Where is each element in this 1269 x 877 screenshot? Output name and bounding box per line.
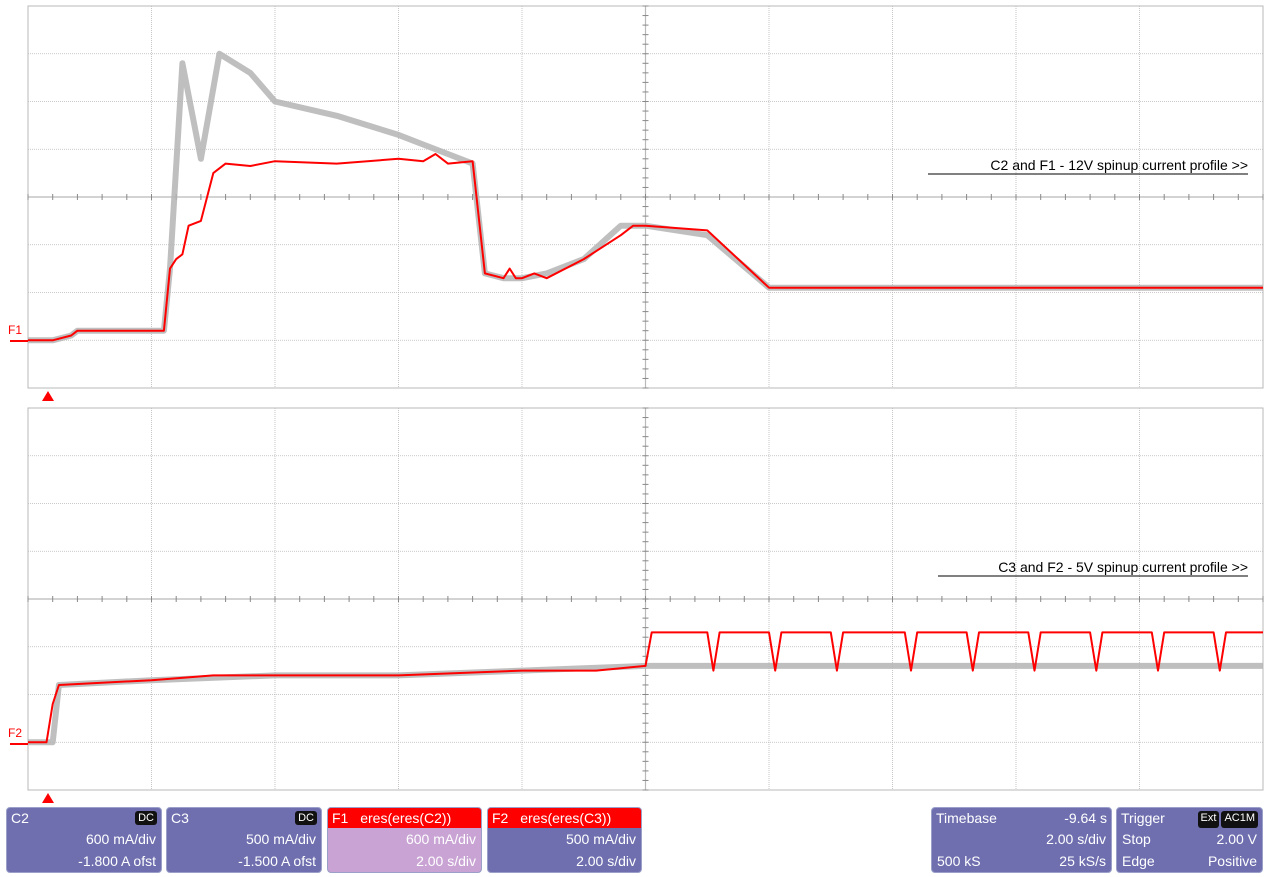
f2-trace-marker[interactable]: F2 bbox=[8, 726, 22, 740]
timebase-rate: 25 kS/s bbox=[1059, 853, 1106, 869]
c3-offset: -1.500 A ofst bbox=[238, 853, 316, 869]
lower-traces bbox=[28, 631, 1263, 746]
lower-trigger-arrow[interactable] bbox=[42, 793, 54, 803]
trigger-slope: Positive bbox=[1207, 853, 1257, 869]
trigger-mode: Stop bbox=[1122, 831, 1151, 847]
trigger-source-ext: Ext bbox=[1197, 811, 1220, 828]
trigger-panel[interactable]: Trigger Ext AC1M Stop 2.00 V Edge Positi… bbox=[1116, 807, 1263, 873]
lower-annotation: C3 and F2 - 5V spinup current profile >> bbox=[998, 559, 1248, 575]
c3-scale: 500 mA/div bbox=[245, 831, 316, 847]
trigger-label: Trigger bbox=[1121, 810, 1165, 826]
f1-math-panel[interactable]: F1 eres(eres(C2)) 600 mA/div 2.00 s/div bbox=[327, 807, 482, 873]
trigger-source-coupling: AC1M bbox=[1221, 811, 1258, 828]
timebase-label: Timebase bbox=[936, 810, 997, 826]
upper-grid bbox=[27, 5, 1264, 389]
c3-channel-panel[interactable]: C3 DC 500 mA/div -1.500 A ofst bbox=[166, 807, 322, 873]
c3-name: C3 bbox=[171, 810, 189, 826]
c2-coupling-badge: DC bbox=[135, 811, 157, 825]
series-f1-trace bbox=[28, 153, 1263, 342]
f2-name: F2 bbox=[492, 810, 509, 826]
c2-offset: -1.800 A ofst bbox=[78, 853, 156, 869]
c2-channel-panel[interactable]: C2 DC 600 mA/div -1.800 A ofst bbox=[6, 807, 162, 873]
c3-coupling-badge: DC bbox=[295, 811, 317, 825]
f1-function: eres(eres(C2)) bbox=[360, 810, 452, 826]
f2-math-panel[interactable]: F2 eres(eres(C3)) 500 mA/div 2.00 s/div bbox=[487, 807, 642, 873]
c2-name: C2 bbox=[11, 810, 29, 826]
timebase-panel[interactable]: Timebase -9.64 s 2.00 s/div 500 kS 25 kS… bbox=[931, 807, 1112, 873]
c2-scale: 600 mA/div bbox=[85, 831, 156, 847]
lower-grid bbox=[27, 407, 1264, 791]
f1-trace-marker[interactable]: F1 bbox=[8, 323, 22, 337]
f2-scale: 500 mA/div bbox=[565, 831, 636, 847]
f2-time: 2.00 s/div bbox=[576, 853, 636, 869]
upper-traces bbox=[28, 50, 1263, 344]
f2-function: eres(eres(C3)) bbox=[520, 810, 612, 826]
timebase-time: 2.00 s/div bbox=[1046, 831, 1106, 847]
series-f2-trace bbox=[28, 631, 1263, 744]
f1-name: F1 bbox=[332, 810, 349, 826]
trigger-level: 2.00 V bbox=[1216, 831, 1257, 847]
timebase-samples: 500 kS bbox=[937, 853, 981, 869]
upper-trigger-arrow[interactable] bbox=[42, 391, 54, 401]
f1-time: 2.00 s/div bbox=[416, 853, 476, 869]
upper-annotation: C2 and F1 - 12V spinup current profile >… bbox=[990, 157, 1248, 173]
f1-scale: 600 mA/div bbox=[405, 831, 476, 847]
timebase-delay: -9.64 s bbox=[1064, 810, 1107, 826]
trigger-type: Edge bbox=[1122, 853, 1155, 869]
